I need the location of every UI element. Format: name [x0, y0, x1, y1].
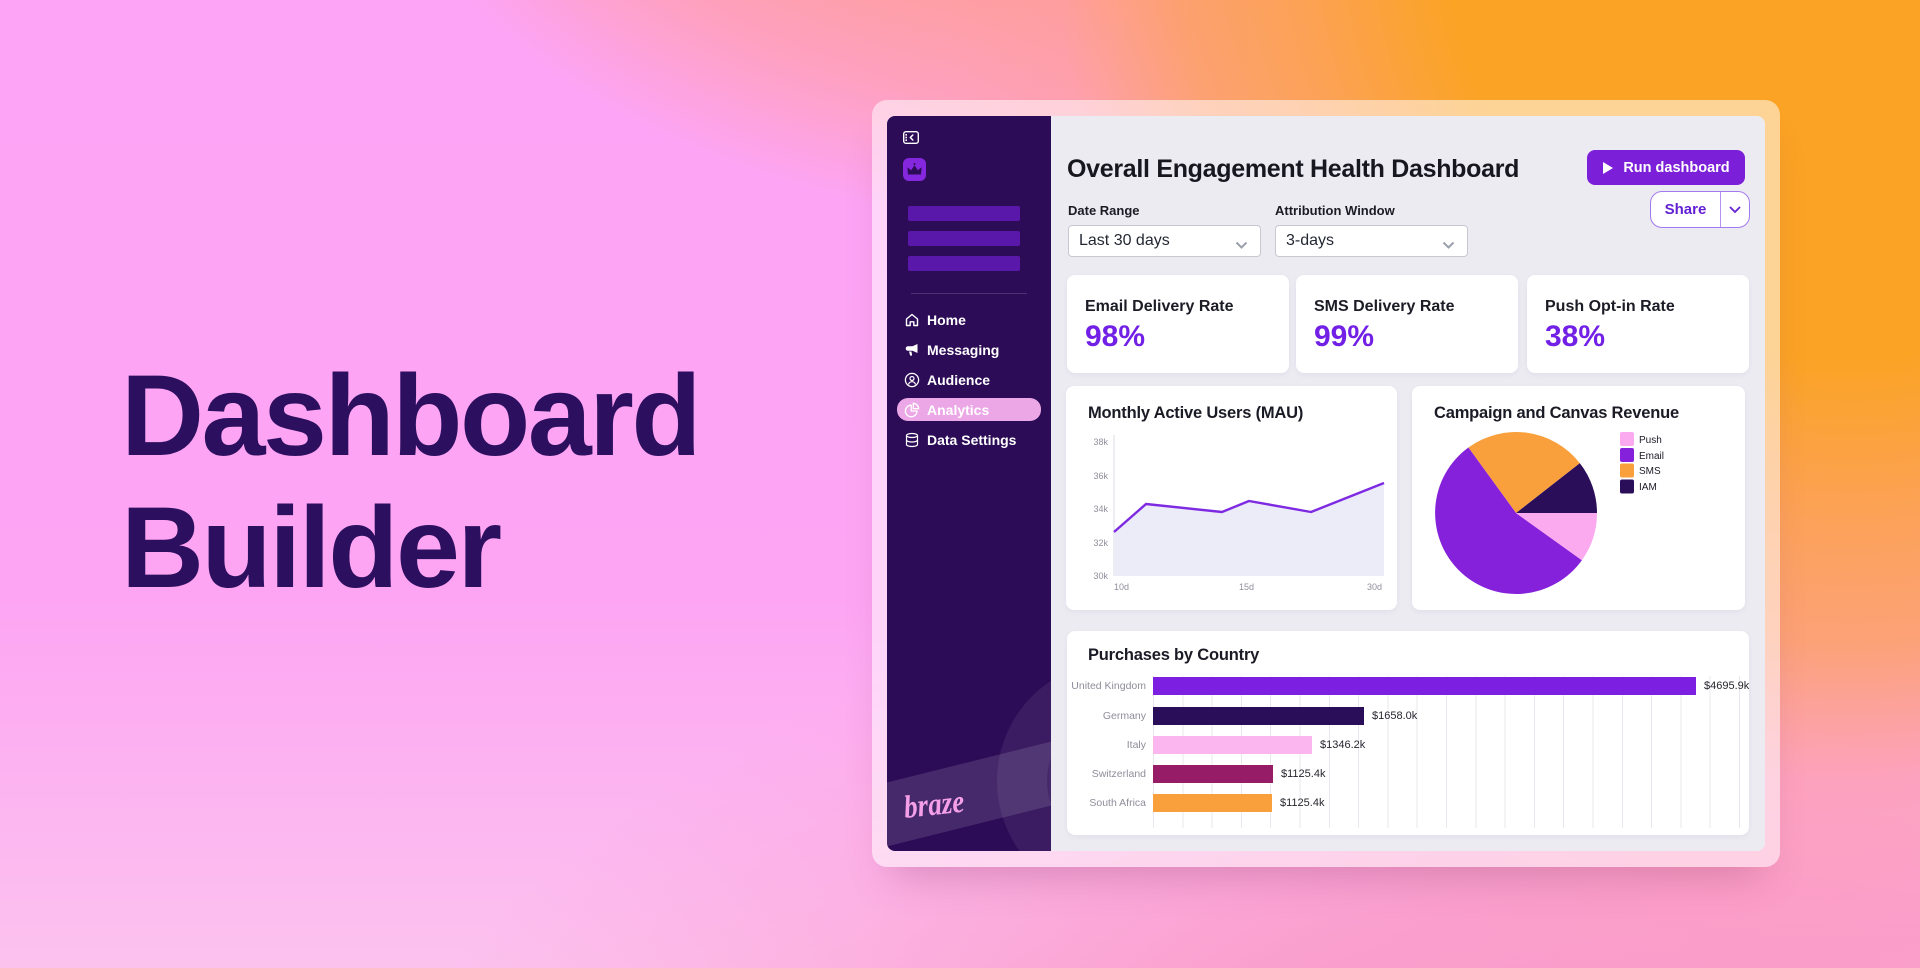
svg-text:34k: 34k: [1093, 504, 1108, 514]
svg-text:32k: 32k: [1093, 538, 1108, 548]
svg-text:36k: 36k: [1093, 471, 1108, 481]
svg-text:30k: 30k: [1093, 571, 1108, 581]
svg-text:SMS: SMS: [1639, 466, 1661, 477]
svg-text:Email: Email: [1639, 451, 1664, 462]
svg-text:38k: 38k: [1093, 437, 1108, 447]
svg-text:15d: 15d: [1239, 582, 1254, 592]
svg-text:10d: 10d: [1114, 582, 1129, 592]
svg-text:30d: 30d: [1367, 582, 1382, 592]
svg-text:IAM: IAM: [1639, 482, 1657, 493]
svg-text:Push: Push: [1639, 435, 1662, 446]
